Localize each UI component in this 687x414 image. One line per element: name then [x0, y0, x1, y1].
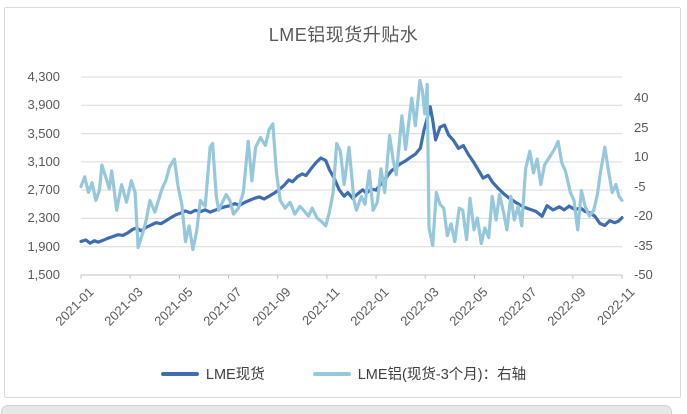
right-axis-label: -5	[634, 178, 646, 194]
legend-label-cash-3m: LME铝(现货-3个月)：右轴	[357, 367, 527, 383]
left-axis-label: 1,500	[27, 267, 60, 282]
right-axis-label: -35	[634, 237, 653, 253]
right-axis-label: -50	[634, 267, 653, 282]
legend: LME现货 LME铝(现货-3个月)：右轴	[0, 363, 687, 384]
bottom-strip	[1, 405, 672, 414]
series-cash-3m-line	[79, 78, 624, 252]
left-axis-label: 2,700	[27, 182, 60, 198]
left-axis-label: 3,500	[27, 125, 60, 141]
legend-item-cash-3m: LME铝(现货-3个月)：右轴	[312, 363, 527, 384]
series-lme-spot-line	[79, 105, 624, 245]
right-axis-label: 25	[634, 119, 649, 135]
chart-title: LME铝现货升贴水	[268, 25, 419, 45]
left-axis-label: 4,300	[27, 69, 60, 84]
right-axis-label: 10	[634, 149, 649, 165]
legend-label-lme-spot: LME现货	[205, 367, 265, 383]
left-axis-label: 2,300	[27, 210, 60, 226]
right-axis-label: -20	[634, 208, 653, 224]
left-axis-label: 3,900	[27, 97, 60, 113]
legend-line-swatch-light-icon	[312, 371, 351, 376]
legend-item-lme-spot: LME现货	[160, 363, 265, 384]
left-axis-label: 3,100	[27, 153, 60, 169]
left-axis-label: 1,900	[27, 238, 60, 254]
right-axis-label: 40	[634, 90, 649, 106]
legend-line-swatch-dark-icon	[160, 371, 199, 376]
